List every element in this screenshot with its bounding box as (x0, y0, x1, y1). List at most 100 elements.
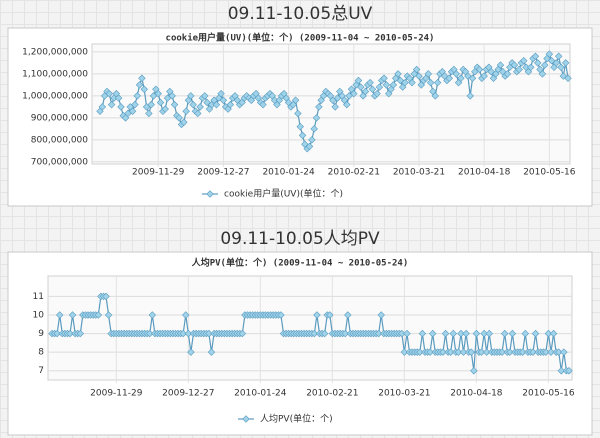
data-point (217, 89, 225, 98)
x-tick-label: 2010-01-24 (234, 389, 287, 399)
x-tick-label: 2009-12-27 (197, 168, 249, 178)
data-point (55, 311, 64, 319)
data-point (480, 72, 488, 80)
data-point (415, 72, 423, 80)
data-point (375, 83, 384, 91)
y-tick-label: 8 (38, 348, 44, 358)
legend-label: 人均PV(单位：个) (260, 413, 333, 425)
data-point (418, 329, 427, 338)
data-point (201, 92, 209, 100)
data-point (547, 348, 555, 356)
data-point (76, 329, 85, 338)
y-tick-label: 700,000,000 (31, 157, 89, 167)
data-point (154, 89, 162, 98)
data-point (426, 348, 434, 356)
data-point (400, 348, 409, 356)
data-point (468, 74, 477, 83)
data-point (470, 366, 478, 375)
data-point (189, 100, 197, 109)
data-point (146, 329, 154, 338)
data-point (557, 63, 565, 72)
data-point (441, 329, 450, 338)
data-point (310, 329, 319, 338)
data-point (561, 59, 570, 67)
data-point (377, 311, 385, 319)
data-point (128, 107, 137, 115)
data-point (98, 103, 107, 111)
plot-area (47, 275, 573, 381)
x-tick-label: 2010-01-24 (262, 168, 315, 178)
x-tick-label: 2010-02-21 (306, 389, 358, 399)
data-point (538, 70, 547, 78)
data-point (179, 329, 187, 338)
y-tick-label: 9 (38, 329, 44, 339)
data-point (403, 329, 411, 338)
data-point (428, 329, 437, 338)
data-point (298, 131, 307, 140)
data-point (180, 118, 188, 126)
data-point (398, 329, 406, 338)
data-point (545, 50, 554, 58)
data-point (426, 78, 435, 87)
data-point (452, 70, 460, 78)
data-point (366, 78, 374, 87)
data-point (133, 92, 141, 100)
data-point (416, 348, 424, 356)
data-point (350, 89, 358, 98)
data-point (521, 329, 529, 338)
data-point (305, 142, 314, 151)
data-point (564, 74, 572, 83)
y-tick-label: 1,200,000,000 (22, 47, 88, 57)
data-point (449, 329, 457, 338)
data-point (187, 348, 195, 356)
data-point (135, 81, 144, 89)
data-point (552, 59, 561, 67)
section-heading: 09.11-10.05人均PV (220, 229, 380, 249)
data-point (485, 329, 493, 338)
x-tick-label: 2010-05-16 (523, 168, 576, 178)
data-point (475, 65, 484, 74)
data-point (549, 329, 558, 338)
data-point (466, 92, 474, 100)
data-point (496, 61, 505, 69)
data-point (508, 329, 517, 338)
data-point (457, 329, 465, 338)
y-tick-label: 800,000,000 (31, 135, 89, 145)
legend-marker (206, 190, 214, 198)
data-point (212, 100, 221, 109)
data-point (540, 61, 549, 69)
data-point (424, 70, 433, 78)
data-point (382, 81, 391, 89)
x-tick-label: 2010-03-21 (378, 389, 430, 399)
data-point (459, 348, 468, 356)
data-point (184, 329, 193, 338)
data-point (326, 311, 334, 319)
data-point (445, 74, 453, 83)
data-point (313, 311, 321, 319)
data-point (554, 348, 563, 356)
x-tick-label: 2009-11-29 (90, 389, 143, 399)
legend: cookie用户量(UV)(单位：个) (202, 188, 343, 200)
data-point (389, 81, 398, 89)
data-point (147, 100, 155, 109)
data-point (467, 348, 475, 356)
data-point (331, 103, 339, 111)
data-point (148, 311, 157, 319)
data-point (68, 311, 77, 319)
data-point (394, 70, 402, 78)
data-point (182, 107, 190, 115)
data-point (105, 89, 114, 98)
data-point (446, 348, 455, 356)
x-tick-label: 2009-11-29 (132, 168, 185, 178)
data-point (431, 92, 440, 100)
data-point (565, 366, 573, 375)
data-point (357, 83, 365, 91)
data-point (408, 78, 416, 87)
x-tick-label: 2010-05-16 (522, 389, 575, 399)
data-point (310, 125, 318, 133)
data-point (500, 329, 509, 338)
legend: 人均PV(单位：个) (238, 413, 333, 425)
data-point (374, 329, 383, 338)
data-point (104, 311, 113, 319)
